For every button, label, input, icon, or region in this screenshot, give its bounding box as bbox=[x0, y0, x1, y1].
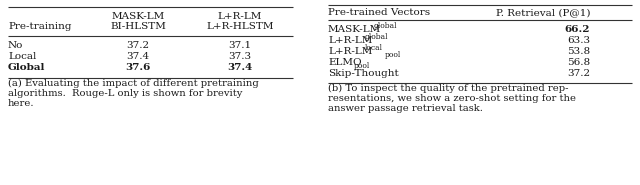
Text: 37.2: 37.2 bbox=[127, 41, 150, 50]
Text: No: No bbox=[8, 41, 24, 50]
Text: L+R-HLSTM: L+R-HLSTM bbox=[206, 22, 274, 31]
Text: MASK-LM: MASK-LM bbox=[111, 12, 164, 21]
Text: pool: pool bbox=[354, 62, 371, 70]
Text: L+R-LM: L+R-LM bbox=[328, 36, 372, 45]
Text: here.: here. bbox=[8, 99, 35, 108]
Text: L+R-LM: L+R-LM bbox=[328, 47, 372, 56]
Text: 37.2: 37.2 bbox=[567, 69, 590, 78]
Text: ELMO: ELMO bbox=[328, 58, 362, 67]
Text: Skip-Thought: Skip-Thought bbox=[328, 69, 399, 78]
Text: answer passage retrieval task.: answer passage retrieval task. bbox=[328, 104, 483, 113]
Text: Local: Local bbox=[8, 52, 36, 61]
Text: MASK-LM: MASK-LM bbox=[328, 25, 381, 34]
Text: L+R-LM: L+R-LM bbox=[218, 12, 262, 21]
Text: Global: Global bbox=[8, 63, 45, 72]
Text: (a) Evaluating the impact of different pretraining: (a) Evaluating the impact of different p… bbox=[8, 79, 259, 88]
Text: 37.6: 37.6 bbox=[125, 63, 150, 72]
Text: 37.4: 37.4 bbox=[127, 52, 150, 61]
Text: BI-HLSTM: BI-HLSTM bbox=[110, 22, 166, 31]
Text: 37.1: 37.1 bbox=[228, 41, 252, 50]
Text: Pre-trained Vectors: Pre-trained Vectors bbox=[328, 8, 430, 17]
Text: 66.2: 66.2 bbox=[564, 25, 590, 34]
Text: P. Retrieval (P@1): P. Retrieval (P@1) bbox=[495, 8, 590, 17]
Text: 63.3: 63.3 bbox=[567, 36, 590, 45]
Text: algorithms.  Rouge-L only is shown for brevity: algorithms. Rouge-L only is shown for br… bbox=[8, 89, 243, 98]
Text: 37.4: 37.4 bbox=[227, 63, 253, 72]
Text: local: local bbox=[365, 44, 383, 52]
Text: 37.3: 37.3 bbox=[228, 52, 252, 61]
Text: (b) To inspect the quality of the pretrained rep-: (b) To inspect the quality of the pretra… bbox=[328, 84, 568, 93]
Text: pool: pool bbox=[385, 51, 401, 59]
Text: Pre-training: Pre-training bbox=[8, 22, 72, 31]
Text: 56.8: 56.8 bbox=[567, 58, 590, 67]
Text: global: global bbox=[374, 22, 397, 30]
Text: 53.8: 53.8 bbox=[567, 47, 590, 56]
Text: resentations, we show a zero-shot setting for the: resentations, we show a zero-shot settin… bbox=[328, 94, 576, 103]
Text: global: global bbox=[365, 33, 388, 41]
